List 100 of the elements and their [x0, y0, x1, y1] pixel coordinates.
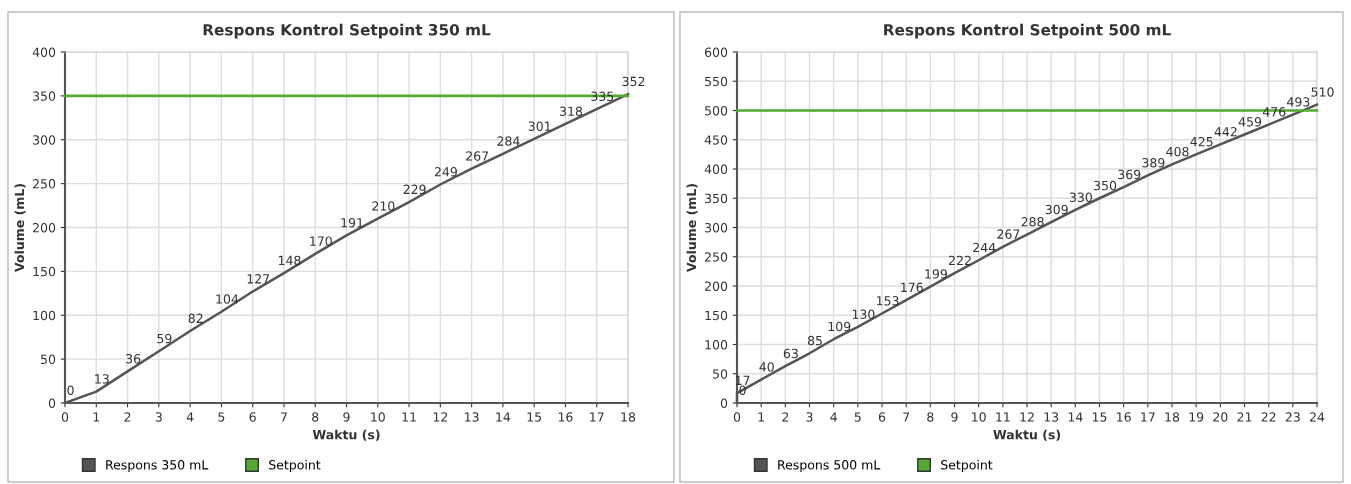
data-label: 369 [1118, 169, 1141, 180]
x-tick-label: 22 [1261, 412, 1276, 422]
x-tick-label: 0 [733, 412, 741, 422]
y-tick-label: 450 [704, 135, 728, 145]
x-tick-label: 11 [996, 412, 1010, 422]
data-label: 36 [126, 353, 141, 364]
y-tick-label: 300 [705, 222, 728, 233]
x-tick-label: 8 [312, 412, 319, 422]
y-tick-label: 300 [33, 135, 56, 145]
data-label: 352 [622, 76, 645, 87]
x-tick-label: 15 [527, 412, 542, 422]
y-axis-title: Volume (mL) [686, 184, 698, 272]
data-label: 442 [1214, 127, 1237, 137]
data-label: 249 [434, 167, 457, 177]
y-tick-label: 400 [32, 47, 56, 57]
x-tick-label: 20 [1213, 412, 1228, 422]
chart-title: Respons Kontrol Setpoint 500 mL [884, 23, 1171, 39]
x-tick-label: 1 [758, 412, 764, 422]
y-tick-label: 250 [33, 179, 56, 189]
data-label: 199 [925, 269, 947, 279]
data-label: 153 [877, 296, 899, 306]
x-tick-label: 13 [465, 412, 479, 422]
x-tick-label: 1 [93, 412, 100, 422]
y-tick-label: 0 [48, 398, 56, 408]
x-tick-label: 4 [186, 412, 194, 422]
y-tick-label: 500 [705, 105, 728, 116]
x-tick-label: 4 [830, 412, 837, 422]
y-tick-label: 250 [705, 252, 728, 262]
data-label: 408 [1166, 146, 1189, 157]
data-label: 222 [949, 255, 971, 265]
data-label: 229 [403, 184, 426, 195]
x-tick-label: 2 [782, 412, 789, 422]
y-tick-label: 50 [41, 354, 56, 365]
data-label: 459 [1238, 117, 1262, 127]
data-label: 130 [852, 309, 875, 319]
y-tick-label: 100 [33, 310, 56, 321]
x-tick-label: 9 [343, 412, 350, 422]
data-label: 63 [783, 348, 798, 359]
data-label: 59 [157, 333, 172, 344]
data-label: 288 [1021, 217, 1044, 227]
data-label: 318 [560, 106, 583, 116]
x-tick-label: 0 [61, 412, 69, 422]
x-tick-label: 17 [590, 412, 604, 422]
y-tick-label: 0 [720, 398, 728, 408]
y-tick-label: 50 [713, 369, 728, 379]
legend-label: Setpoint [269, 459, 321, 472]
data-label: 267 [997, 229, 1020, 239]
data-label: 284 [497, 136, 520, 146]
data-label: 104 [216, 294, 239, 304]
data-label: 191 [341, 217, 363, 228]
data-label: 510 [1311, 87, 1334, 97]
y-tick-label: 150 [33, 266, 56, 277]
legend-label: Respons 500 mL [778, 460, 881, 472]
data-label: 476 [1262, 107, 1286, 117]
data-label: 389 [1142, 158, 1165, 168]
chart-title: Respons Kontrol Setpoint 350 mL [203, 23, 491, 39]
data-label: 82 [188, 313, 203, 324]
y-axis-title: Volume (mL) [14, 184, 26, 272]
y-tick-label: 200 [33, 222, 56, 233]
data-label: 170 [310, 236, 332, 246]
y-tick-label: 600 [704, 47, 728, 57]
x-tick-label: 16 [1117, 412, 1131, 422]
y-tick-label: 150 [705, 310, 728, 321]
data-label: 109 [828, 321, 851, 332]
x-tick-label: 10 [371, 412, 385, 422]
data-label: 493 [1287, 97, 1310, 107]
data-label: 0 [67, 385, 74, 396]
data-label: 244 [973, 242, 996, 253]
x-tick-label: 5 [218, 412, 225, 422]
x-axis-title: Waktu (s) [993, 429, 1061, 441]
data-label: 330 [1069, 192, 1092, 202]
x-tick-label: 2 [124, 412, 131, 422]
x-tick-label: 13 [1044, 412, 1059, 422]
data-label: 13 [95, 374, 109, 384]
x-tick-label: 5 [854, 412, 861, 422]
x-tick-label: 10 [972, 412, 986, 422]
y-tick-label: 550 [705, 76, 728, 87]
y-tick-label: 350 [705, 193, 728, 204]
x-tick-label: 7 [280, 412, 287, 422]
x-tick-label: 3 [155, 412, 162, 422]
x-tick-label: 7 [903, 412, 910, 422]
x-tick-label: 6 [249, 412, 256, 422]
data-label: 0 [739, 385, 746, 396]
x-tick-label: 11 [402, 412, 416, 422]
x-tick-label: 23 [1285, 412, 1300, 422]
y-tick-label: 200 [705, 281, 728, 291]
data-label: 309 [1045, 204, 1068, 215]
x-tick-label: 14 [1068, 412, 1083, 422]
x-tick-label: 12 [1020, 412, 1034, 422]
y-tick-label: 100 [705, 339, 728, 350]
data-label: 210 [372, 201, 395, 211]
x-axis-title: Waktu (s) [312, 429, 380, 441]
x-tick-label: 18 [621, 412, 636, 422]
x-tick-label: 9 [951, 412, 958, 422]
data-label: 350 [1094, 180, 1117, 191]
x-tick-label: 24 [1309, 412, 1325, 422]
x-tick-label: 17 [1141, 412, 1155, 422]
legend-label: Respons 350 mL [106, 460, 209, 472]
x-tick-label: 6 [878, 412, 886, 422]
x-tick-label: 15 [1092, 412, 1107, 422]
